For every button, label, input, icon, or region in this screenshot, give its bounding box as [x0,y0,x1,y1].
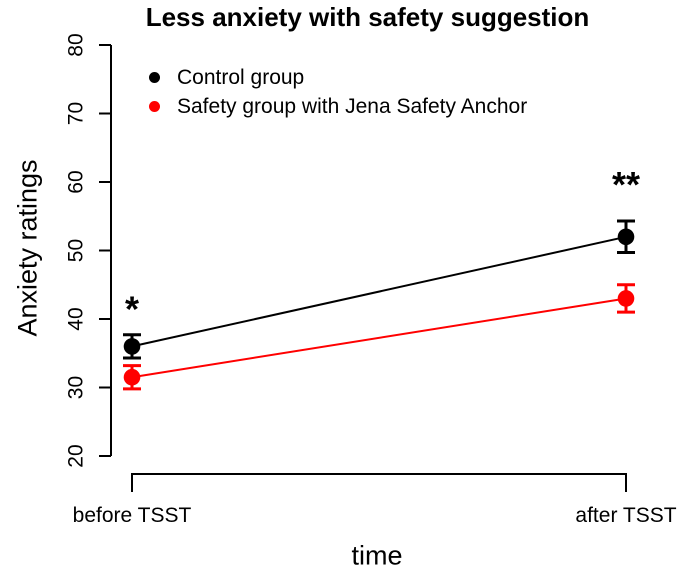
series-line-0 [131,235,627,348]
safety-group-marker-icon [149,101,160,112]
data-point [123,368,141,386]
y-tick-label: 80 [65,33,88,56]
legend: Control group Safety group with Jena Saf… [149,63,527,121]
legend-label-control: Control group [177,65,305,89]
x-axis-label: time [351,540,403,571]
x-tick-label: before TSST [73,504,192,527]
chart-title: Less anxiety with safety suggestion [145,2,590,32]
y-tick-label: 30 [65,376,88,399]
legend-item-control: Control group [149,63,527,92]
control-group-marker-icon [149,72,160,83]
series-line-1 [131,297,627,379]
data-point [123,338,141,355]
y-tick-label: 50 [65,239,88,262]
y-tick-label: 60 [65,170,88,193]
y-tick-label: 70 [65,102,88,125]
x-tick-label: after TSST [575,504,676,527]
significance-marker: * [125,289,139,330]
significance-marker: ** [612,164,640,205]
legend-item-safety: Safety group with Jena Safety Anchor [149,92,527,121]
x-axis-line [131,473,627,492]
data-point [617,290,635,307]
y-tick-label: 40 [65,307,88,330]
legend-label-safety: Safety group with Jena Safety Anchor [177,94,528,118]
y-tick-label: 20 [65,444,88,467]
data-point [617,228,635,246]
